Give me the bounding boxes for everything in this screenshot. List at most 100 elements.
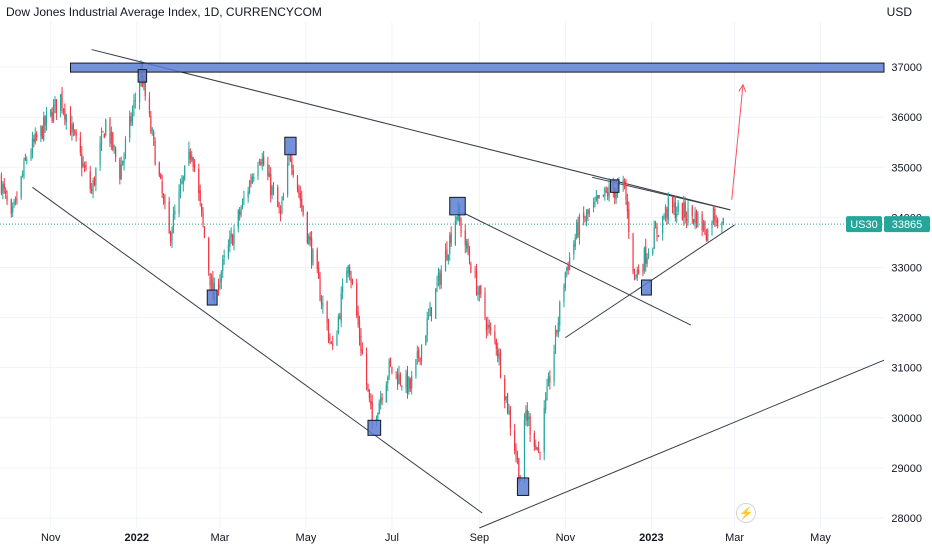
candle-body: [518, 458, 520, 481]
candle-body: [625, 184, 627, 200]
last-price-badge: US30 33865: [846, 216, 930, 233]
candle-body: [526, 409, 528, 421]
candle-body: [169, 232, 172, 242]
candle-body: [653, 227, 655, 249]
candle-body: [478, 286, 480, 295]
candle-body: [454, 221, 456, 246]
x-tick-label: May: [296, 532, 317, 544]
trendline[interactable]: [91, 49, 731, 211]
candle-body: [2, 183, 4, 194]
candle-body: [162, 195, 165, 200]
candle-body: [340, 293, 342, 322]
candle-body: [105, 119, 107, 136]
candle-body: [92, 180, 94, 194]
candle-body: [460, 220, 462, 234]
candle-body: [380, 397, 382, 404]
candle-body: [209, 273, 211, 286]
candle-body: [267, 164, 269, 176]
candle-body: [704, 221, 706, 235]
price-axis[interactable]: 2800029000300003100032000330003400035000…: [891, 62, 922, 525]
candle-body: [495, 339, 497, 349]
zone-box[interactable]: [640, 279, 652, 296]
badge-price: 33865: [892, 219, 923, 231]
candle-body: [401, 385, 403, 387]
trendline[interactable]: [479, 359, 885, 529]
forecast-arrow: [731, 83, 747, 200]
candle-body: [683, 202, 685, 219]
candle-body: [281, 200, 283, 213]
candle-body: [358, 321, 361, 339]
zone-box[interactable]: [206, 289, 218, 306]
candle-body: [110, 131, 112, 144]
trendlines: [32, 49, 885, 529]
candle-body: [633, 268, 636, 274]
candle-body: [587, 209, 589, 215]
candle-body: [217, 284, 220, 290]
time-axis[interactable]: Nov 2022 Mar May Jul Sep Nov 2023 Mar May: [41, 532, 831, 544]
candle-body: [0, 174, 3, 194]
candle-body: [583, 212, 585, 219]
candle-body: [484, 292, 486, 319]
candle-body: [203, 226, 206, 238]
candle-body: [647, 254, 650, 256]
candle-body: [528, 416, 530, 420]
candle-body: [44, 116, 46, 126]
badge-symbol: US30: [850, 219, 878, 231]
candle-body: [64, 109, 66, 120]
candle-body: [239, 211, 241, 215]
candle-body: [420, 345, 423, 362]
candle-body: [722, 217, 724, 225]
zone-box[interactable]: [284, 136, 297, 156]
candle-body: [179, 185, 182, 193]
candle-body: [23, 160, 25, 177]
candle-body: [456, 216, 458, 221]
candle-body: [316, 249, 318, 270]
zone-box[interactable]: [137, 69, 148, 83]
candle-body: [227, 245, 230, 257]
candle-body: [367, 383, 369, 390]
zone-box[interactable]: [367, 419, 382, 436]
candle-body: [13, 201, 15, 206]
candle-body: [124, 139, 127, 153]
trendline[interactable]: [32, 186, 483, 514]
candle-body: [26, 159, 28, 162]
trendline[interactable]: [462, 211, 692, 326]
zone-box[interactable]: [69, 62, 885, 73]
zone-box[interactable]: [449, 196, 466, 216]
y-tick-label: 33000: [891, 262, 922, 274]
candle-body: [112, 132, 114, 150]
candle-body: [237, 210, 239, 228]
candle-body: [189, 152, 191, 160]
candle-body: [62, 109, 65, 111]
candle-body: [138, 81, 141, 103]
candle-body: [467, 243, 469, 254]
candle-body: [406, 371, 409, 393]
candle-body: [523, 419, 526, 479]
candle-body: [184, 165, 186, 180]
candle-body: [193, 164, 196, 168]
candle-body: [292, 169, 294, 175]
candle-body: [16, 198, 18, 201]
candle-body: [515, 448, 517, 457]
candle-body: [109, 118, 111, 144]
candle-body: [219, 280, 221, 288]
candle-body: [488, 324, 490, 328]
candle-body: [604, 187, 606, 196]
candle-body: [418, 349, 420, 358]
candle-body: [158, 162, 160, 176]
lightning-icon[interactable]: ⚡: [736, 503, 756, 523]
candle-body: [83, 165, 86, 168]
arrow-head: [738, 83, 747, 93]
candle-body: [387, 376, 389, 384]
y-tick-label: 36000: [891, 112, 922, 124]
candle-body: [436, 282, 438, 286]
zone-box[interactable]: [609, 179, 620, 193]
y-tick-label: 30000: [891, 413, 922, 425]
candle-body: [188, 149, 190, 164]
candle-body: [181, 181, 183, 184]
candle-body: [554, 328, 557, 351]
zone-box[interactable]: [516, 477, 530, 496]
candle-body: [371, 401, 373, 422]
candle-body: [134, 100, 136, 102]
